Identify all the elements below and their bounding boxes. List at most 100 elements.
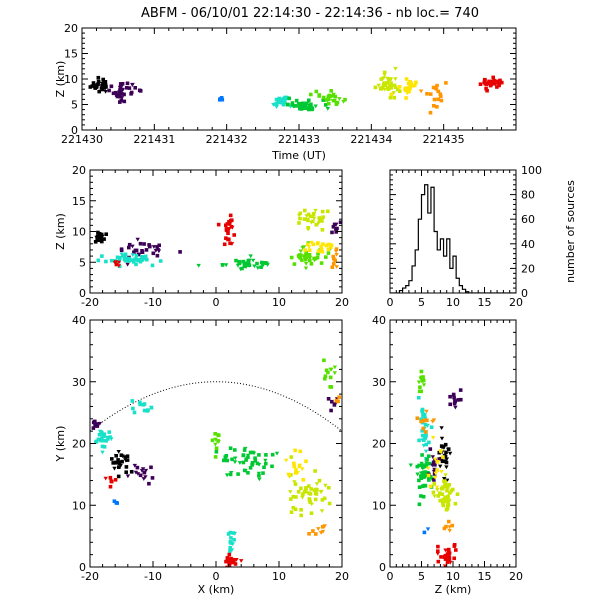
source-point: [230, 225, 235, 230]
source-point: [111, 91, 116, 96]
source-point: [446, 501, 450, 505]
source-point: [155, 245, 159, 249]
source-point: [111, 461, 115, 465]
source-point: [299, 508, 303, 512]
plan-view-panel: -20 -10 0 10 20 0 10 20 30 40 Y (km) X (km): [54, 314, 349, 596]
source-point: [251, 258, 256, 263]
source-point: [213, 455, 218, 459]
source-point: [294, 468, 298, 472]
source-point: [97, 421, 102, 426]
source-point: [114, 454, 118, 458]
source-point: [322, 524, 327, 529]
source-point: [303, 262, 309, 266]
source-point: [132, 250, 136, 254]
source-point: [331, 92, 336, 97]
y-axis-title: number of sources: [564, 180, 577, 283]
source-point: [382, 81, 386, 85]
source-point: [320, 529, 326, 534]
source-point: [251, 451, 257, 456]
source-point: [216, 440, 221, 444]
source-point: [456, 398, 460, 402]
source-point: [302, 217, 307, 221]
source-point: [421, 472, 425, 476]
source-point: [127, 245, 131, 250]
source-point: [310, 106, 315, 111]
source-point: [423, 430, 428, 434]
source-point: [99, 430, 104, 434]
source-point: [246, 471, 250, 475]
source-point: [133, 470, 139, 475]
source-point: [255, 266, 261, 270]
x-tick-label: 20: [509, 296, 523, 309]
source-point: [329, 385, 334, 389]
source-point: [116, 264, 121, 268]
source-point: [337, 395, 341, 399]
source-point: [419, 494, 423, 498]
source-point: [331, 225, 336, 229]
y-tick-label: 100: [521, 164, 542, 177]
source-point: [314, 492, 319, 496]
source-point: [447, 528, 452, 533]
source-point: [298, 211, 302, 216]
source-point: [421, 375, 425, 379]
source-point: [107, 430, 112, 434]
source-point: [224, 227, 229, 231]
source-point: [442, 479, 446, 483]
marks: [408, 369, 463, 567]
source-point: [325, 107, 330, 111]
source-point: [425, 527, 431, 532]
source-point: [270, 464, 274, 469]
source-point: [495, 81, 499, 85]
source-point: [274, 97, 279, 102]
source-point: [303, 266, 309, 271]
source-point: [441, 501, 445, 505]
source-point: [451, 487, 455, 492]
source-point: [332, 371, 337, 375]
source-point: [326, 251, 331, 255]
source-point: [389, 92, 394, 97]
source-point: [304, 487, 308, 492]
source-point: [444, 496, 449, 501]
source-point: [488, 83, 493, 88]
time-height-panel: 221430 221431 221432 221433 221434 221435 0 5 10…: [54, 22, 517, 162]
source-point: [139, 468, 145, 473]
source-point: [259, 265, 263, 269]
source-point: [130, 244, 135, 249]
source-point: [303, 257, 308, 262]
source-point: [306, 242, 310, 247]
source-point: [123, 252, 128, 257]
source-point: [417, 485, 422, 489]
source-point: [311, 529, 315, 533]
source-point: [227, 561, 233, 566]
source-point: [439, 98, 444, 103]
source-point: [307, 484, 311, 488]
source-point: [447, 557, 452, 561]
source-point: [309, 511, 314, 515]
source-point: [389, 86, 393, 90]
source-point: [298, 249, 303, 254]
source-point: [99, 235, 104, 240]
source-point: [429, 425, 434, 429]
source-point: [423, 484, 428, 488]
source-point: [317, 93, 322, 97]
source-point: [439, 436, 445, 441]
x-tick-label: 221431: [133, 133, 175, 146]
source-point: [334, 253, 339, 257]
source-point: [287, 96, 291, 101]
source-point: [323, 376, 327, 381]
source-point: [298, 256, 303, 260]
source-point: [313, 104, 318, 109]
source-point: [116, 474, 121, 479]
source-point: [383, 83, 388, 87]
source-point: [422, 474, 427, 479]
source-point: [103, 476, 108, 481]
source-point: [310, 214, 315, 219]
source-point: [416, 380, 422, 385]
source-point: [96, 238, 101, 242]
source-point: [149, 405, 154, 410]
source-point: [385, 81, 390, 85]
source-point: [213, 432, 217, 436]
source-point: [289, 255, 294, 260]
source-point: [138, 402, 142, 407]
